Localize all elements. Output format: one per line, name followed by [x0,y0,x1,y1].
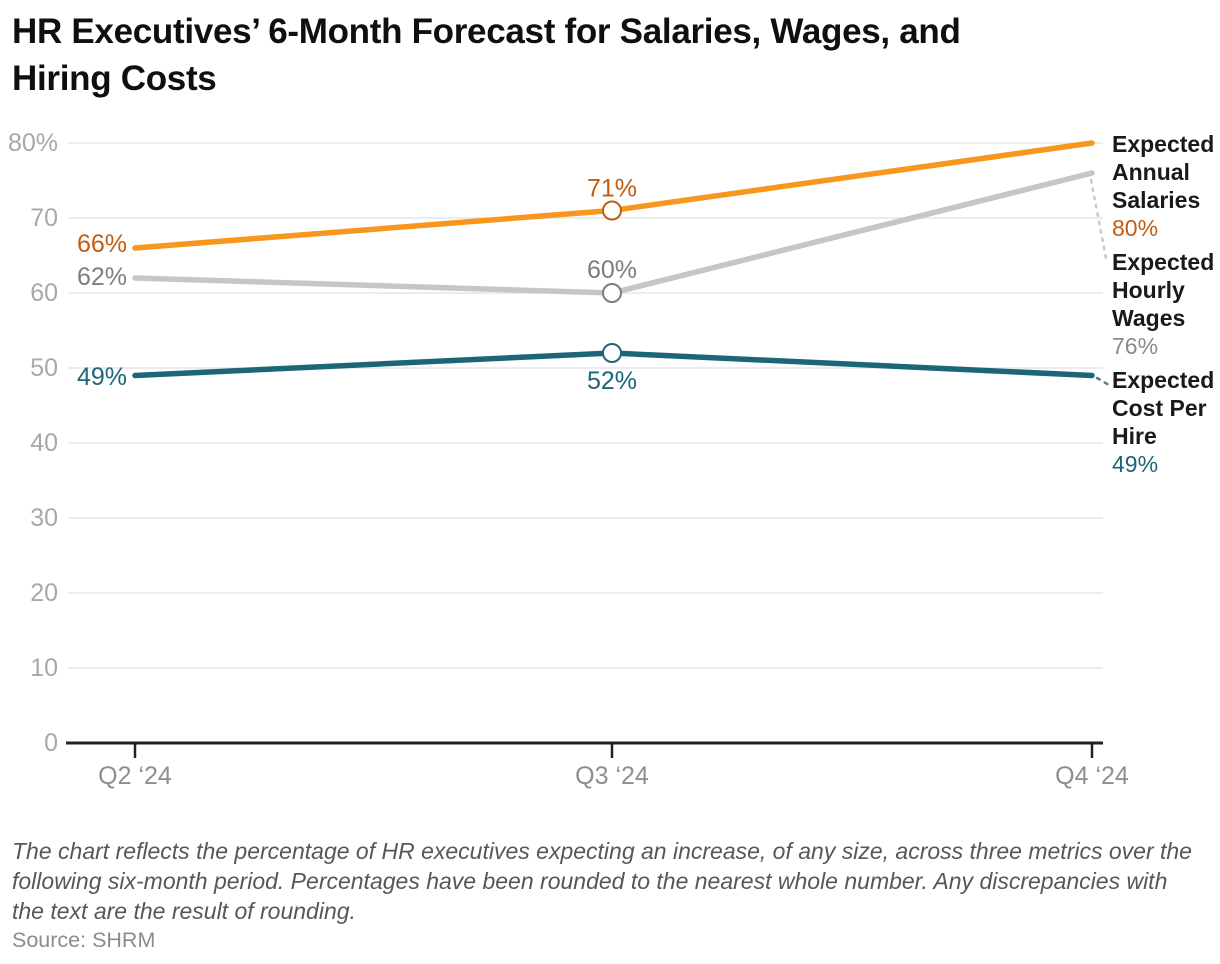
leader-line-cost-per-hire [1095,376,1111,387]
point-label-expected-annual-salaries-q2: 66% [77,230,127,258]
data-point-marker-expected-cost-per-hire [602,343,622,363]
point-label-expected-cost-per-hire-q2: 49% [77,363,127,391]
chart-footnote: The chart reflects the percentage of HR … [12,838,1192,924]
chart-title-line-1: HR Executives’ 6-Month Forecast for Sala… [12,12,961,51]
data-point-marker-expected-annual-salaries [602,200,622,221]
y-tick-label: 70 [30,204,58,232]
y-tick-label: 10 [30,654,58,682]
x-tick-label: Q4 ‘24 [1055,762,1129,790]
leader-line-hourly-wages [1089,178,1108,260]
x-tick-label: Q2 ‘24 [98,762,172,790]
chart-title-line-2: Hiring Costs [12,59,217,98]
point-label-expected-annual-salaries-q3: 71% [587,175,637,203]
point-label-expected-cost-per-hire-q3: 52% [587,367,637,395]
point-label-expected-hourly-wages-q2: 62% [77,263,127,291]
y-tick-label: 40 [30,429,58,457]
y-tick-label: 20 [30,579,58,607]
chart-title: HR Executives’ 6-Month Forecast for Sala… [12,8,1192,102]
data-point-marker-expected-hourly-wages [602,283,622,303]
point-label-expected-hourly-wages-q3: 60% [587,256,637,284]
source-attribution: Source: SHRM [12,928,156,952]
y-tick-label: 0 [44,729,58,757]
y-tick-label: 50 [30,354,58,382]
y-tick-label: 80% [8,129,58,157]
x-tick-label: Q3 ‘24 [575,762,649,790]
y-tick-label: 60 [30,279,58,307]
y-tick-label: 30 [30,504,58,532]
